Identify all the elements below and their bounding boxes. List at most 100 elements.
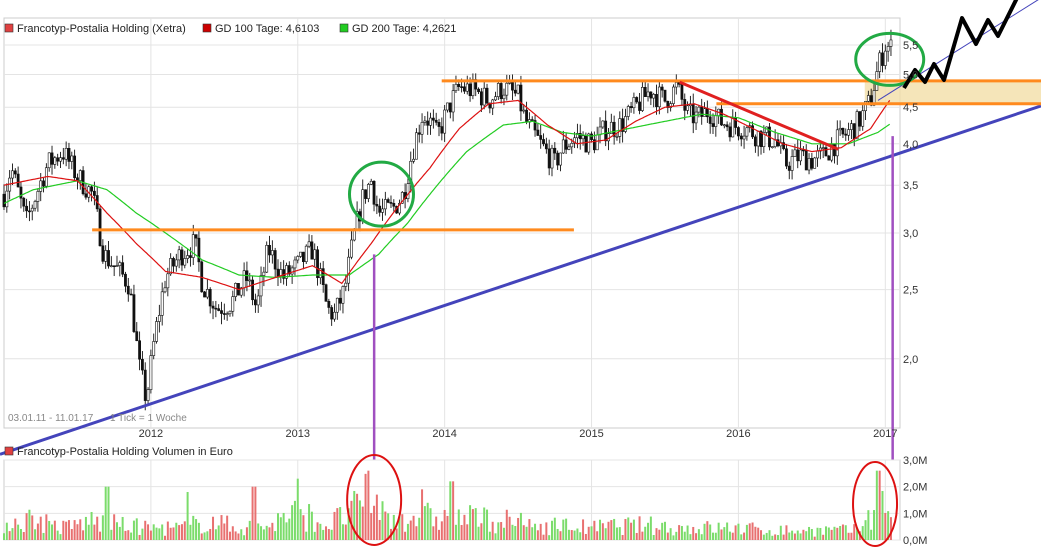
- volume-y-tick-2: 2,0M: [903, 482, 927, 494]
- candle-body: [53, 157, 57, 165]
- candle-body: [364, 189, 367, 199]
- candle-body: [78, 170, 82, 181]
- candle-body: [344, 282, 348, 287]
- volume-bar: [757, 527, 760, 540]
- volume-bar: [169, 527, 172, 540]
- volume-bar: [172, 527, 175, 540]
- candle-body: [420, 122, 424, 135]
- x-axis: 2012 2013 2014 2015 2016 2017: [139, 428, 898, 440]
- candle-body: [810, 158, 814, 169]
- candle-body: [858, 111, 862, 127]
- candle-body: [251, 279, 254, 301]
- legend-sma200-label: GD 200 Tage: 4,2621: [352, 23, 456, 35]
- x-tick-2014: 2014: [432, 428, 456, 440]
- volume-bar: [791, 530, 794, 540]
- volume-bar: [488, 531, 491, 540]
- volume-bar: [183, 521, 186, 540]
- candle-body: [496, 83, 500, 97]
- forecast-path: [902, 0, 1019, 90]
- volume-bar: [443, 509, 446, 540]
- volume-bar: [73, 520, 76, 540]
- volume-bar: [615, 527, 618, 540]
- volume-bar: [830, 529, 833, 540]
- volume-bar: [288, 518, 291, 540]
- volume-bar: [799, 533, 802, 540]
- y-tick-4: 4,0: [903, 139, 918, 151]
- y-tick-3: 3,5: [903, 180, 918, 192]
- volume-bar: [686, 525, 689, 540]
- candle-body: [674, 82, 678, 88]
- volume-bar: [344, 524, 347, 540]
- candle-body: [751, 125, 754, 138]
- x-tick-2013: 2013: [286, 428, 310, 440]
- candle-body: [186, 255, 190, 259]
- candle-body: [728, 126, 732, 138]
- candle-body: [392, 203, 396, 207]
- volume-bar: [743, 532, 746, 540]
- volume-bar: [827, 527, 830, 540]
- candle-body: [649, 91, 653, 99]
- annotation-front-layer: [0, 0, 1041, 470]
- volume-bar: [850, 532, 853, 540]
- candle-body: [398, 202, 401, 214]
- volume-bar: [418, 517, 421, 540]
- volume-bar: [285, 522, 288, 540]
- candle-body: [465, 83, 469, 92]
- candle-body: [324, 284, 328, 302]
- volume-bar: [276, 513, 279, 540]
- candle-body: [217, 308, 221, 311]
- volume-bar: [833, 526, 836, 540]
- volume-bar: [700, 534, 703, 540]
- volume-bar: [788, 532, 791, 540]
- volume-bar: [31, 515, 34, 540]
- candle-body: [584, 135, 588, 153]
- volume-bar: [539, 523, 542, 540]
- candle-body: [587, 133, 591, 153]
- volume-bar: [562, 519, 565, 540]
- candle-body: [313, 249, 317, 260]
- candle-body: [163, 287, 167, 293]
- candle-body: [646, 91, 650, 98]
- volume-bar: [384, 511, 387, 540]
- volume-bar: [62, 520, 65, 540]
- candle-body: [745, 127, 749, 137]
- volume-bar: [477, 526, 480, 540]
- volume-bar: [299, 509, 302, 540]
- candle-body: [268, 244, 271, 256]
- candle-body: [415, 132, 418, 160]
- candle-body: [711, 123, 715, 127]
- volume-bar: [164, 535, 167, 540]
- candle-body: [262, 271, 266, 276]
- candle-body: [166, 273, 170, 289]
- volume-bar: [356, 493, 359, 540]
- candle-body: [124, 273, 127, 287]
- legend-price-label: Francotyp-Postalia Holding (Xetra): [17, 23, 186, 35]
- volume-bar: [432, 526, 435, 540]
- candle-body: [561, 139, 565, 154]
- candle-body: [400, 192, 404, 204]
- volume-bar: [186, 492, 189, 540]
- candle-body: [443, 109, 447, 134]
- volume-bar: [350, 500, 353, 540]
- volume-bar: [819, 527, 822, 540]
- candle-body: [13, 170, 17, 175]
- volume-bar: [875, 470, 878, 540]
- volume-bar: [573, 530, 576, 540]
- candle-body: [513, 89, 517, 94]
- volume-bar: [398, 516, 401, 540]
- volume-bar: [293, 500, 296, 540]
- candle-body: [553, 147, 557, 154]
- candle-body: [378, 205, 382, 213]
- x-tick-2012: 2012: [139, 428, 163, 440]
- candle-body: [830, 144, 834, 161]
- volume-bar: [22, 532, 25, 540]
- candle-body: [177, 249, 181, 261]
- candle-body: [457, 84, 461, 87]
- candle-body: [578, 133, 582, 140]
- volume-bar: [751, 522, 754, 540]
- candle-body: [694, 111, 698, 124]
- volume-bar: [768, 530, 771, 540]
- candle-body: [183, 258, 187, 266]
- candle-body: [126, 285, 130, 295]
- candle-body: [609, 121, 613, 134]
